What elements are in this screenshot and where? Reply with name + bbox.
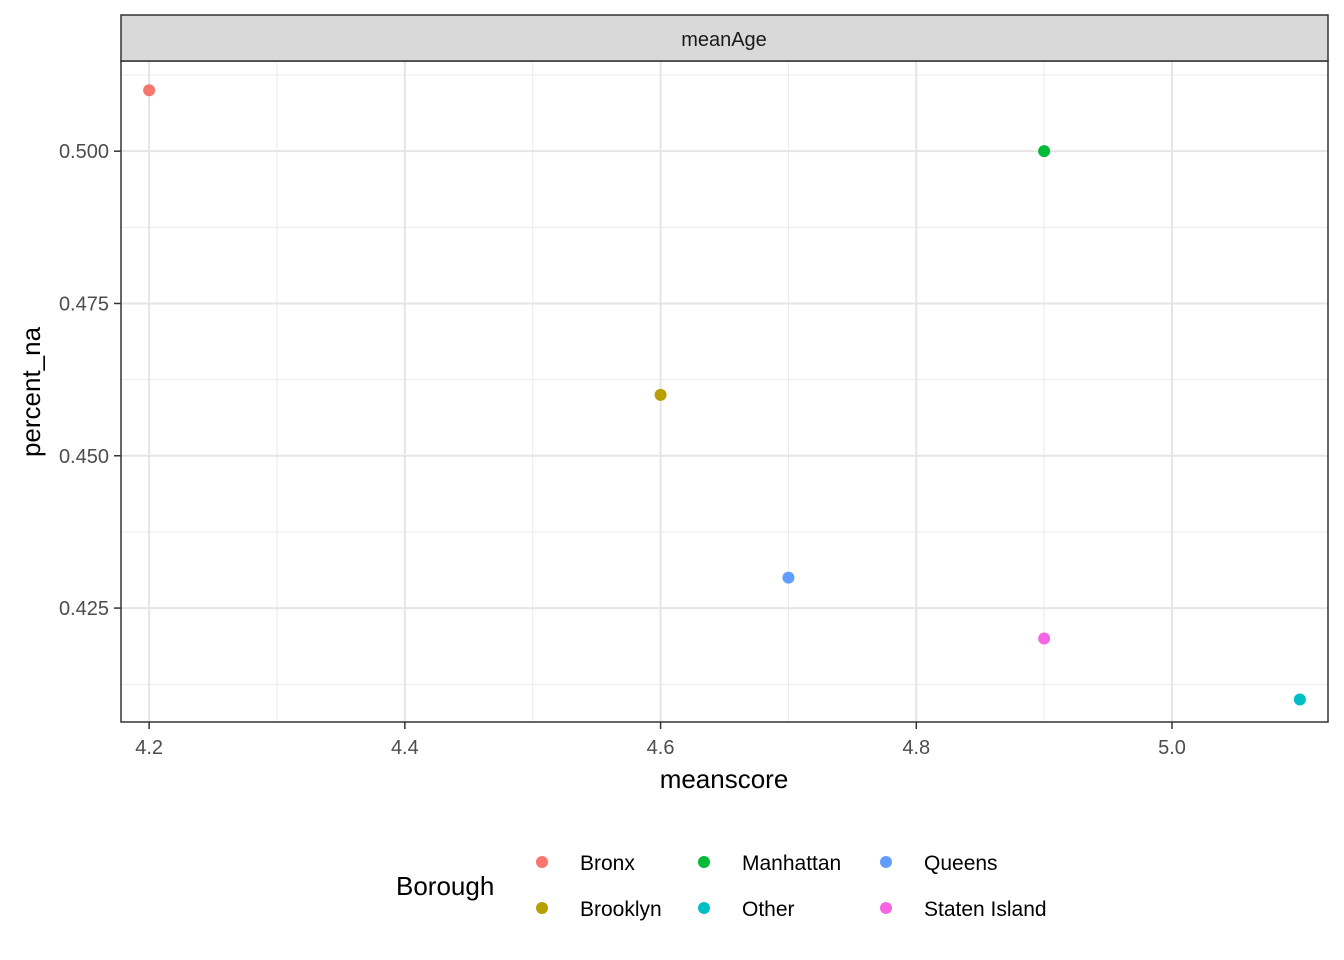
y-tick-label: 0.450 — [59, 446, 109, 468]
point-other — [1293, 693, 1306, 706]
x-tick-label: 4.4 — [391, 737, 419, 759]
legend-key-brooklyn — [536, 902, 548, 914]
panel-background — [121, 61, 1328, 722]
facet-strip-label: meanAge — [681, 29, 767, 51]
legend-key-other — [698, 902, 710, 914]
legend-title: Borough — [396, 871, 494, 901]
legend-key-manhattan — [698, 856, 710, 868]
point-bronx — [143, 84, 156, 97]
data-points — [143, 84, 1306, 706]
y-axis: 0.425 0.450 0.475 0.500 — [59, 141, 121, 620]
x-tick-label: 4.6 — [647, 737, 675, 759]
legend-label-bronx: Bronx — [580, 852, 635, 875]
legend-key-staten-island — [880, 902, 892, 914]
legend-key-queens — [880, 856, 892, 868]
x-axis-title: meanscore — [660, 764, 789, 794]
legend-label-staten-island: Staten Island — [924, 898, 1047, 921]
x-axis: 4.2 4.4 4.6 4.8 5.0 — [135, 722, 1186, 759]
legend-label-other: Other — [742, 898, 795, 921]
point-manhattan — [1038, 145, 1051, 158]
legend: Borough Bronx Brooklyn Manhattan Other Queen… — [396, 852, 1047, 921]
x-tick-label: 4.2 — [135, 737, 163, 759]
point-staten-island — [1038, 632, 1051, 645]
y-axis-title: percent_na — [16, 326, 46, 457]
facet-strip — [120, 14, 1329, 62]
legend-label-manhattan: Manhattan — [742, 852, 841, 875]
legend-key-bronx — [536, 856, 548, 868]
point-queens — [782, 571, 795, 584]
point-brooklyn — [654, 388, 667, 401]
legend-label-brooklyn: Brooklyn — [580, 898, 662, 921]
x-tick-label: 4.8 — [902, 737, 930, 759]
y-tick-label: 0.425 — [59, 598, 109, 620]
y-tick-label: 0.500 — [59, 141, 109, 163]
legend-label-queens: Queens — [924, 852, 998, 875]
y-tick-label: 0.475 — [59, 293, 109, 315]
x-tick-label: 5.0 — [1158, 737, 1186, 759]
grid — [121, 61, 1328, 722]
